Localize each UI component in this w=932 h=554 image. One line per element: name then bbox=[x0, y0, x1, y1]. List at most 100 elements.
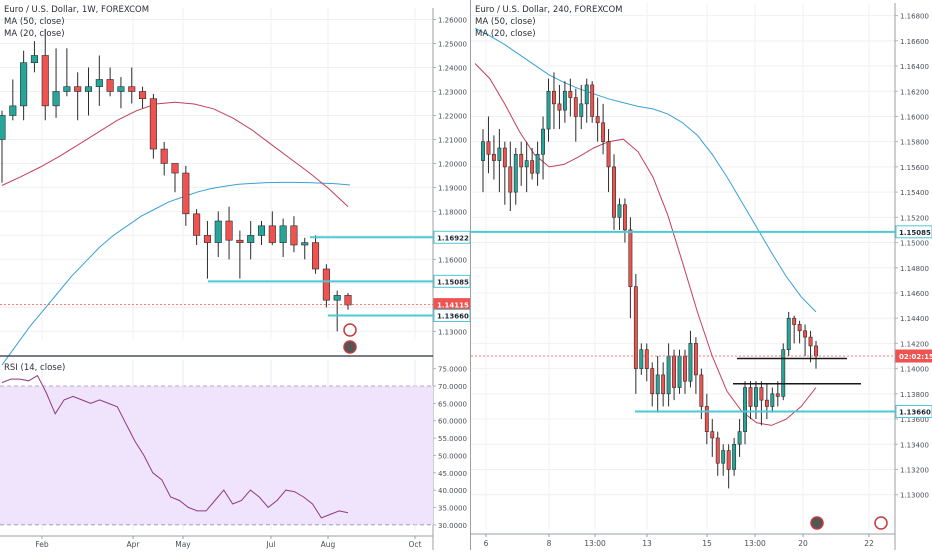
candle-body bbox=[63, 86, 71, 92]
candle-body bbox=[193, 213, 201, 236]
candle bbox=[612, 154, 616, 230]
candle-body bbox=[508, 166, 513, 193]
rsi-y-tick-label: 75.0000 bbox=[438, 366, 467, 374]
left-chart-svg[interactable]: 1.26000 1.25000 1.24000 1.23000 1.22000 1.210… bbox=[0, 0, 471, 550]
candle-body bbox=[754, 387, 758, 407]
y-tick-label: 1.16000 bbox=[900, 113, 929, 121]
y-tick-label: 1.15600 bbox=[900, 164, 929, 172]
x-tick-label: May bbox=[175, 540, 191, 549]
y-tick-label: 1.15000 bbox=[900, 240, 929, 248]
candle-body bbox=[726, 450, 731, 470]
candle bbox=[535, 141, 540, 186]
candle-body bbox=[704, 406, 709, 432]
candle bbox=[579, 84, 584, 130]
candle bbox=[808, 330, 813, 363]
x-tick-label: Feb bbox=[35, 540, 49, 549]
candle bbox=[30, 41, 38, 73]
y-tick-label: 1.14200 bbox=[900, 340, 929, 348]
candle-body bbox=[666, 355, 671, 395]
candle bbox=[279, 218, 287, 257]
candle-body bbox=[579, 103, 584, 117]
candle bbox=[710, 419, 715, 457]
candle-body bbox=[661, 374, 666, 395]
candle bbox=[557, 84, 562, 130]
price-tag-label: 02:02:15 bbox=[899, 353, 932, 361]
candle-body bbox=[268, 225, 276, 243]
y-tick-label: 1.14600 bbox=[900, 290, 929, 298]
candle-body bbox=[792, 317, 797, 325]
candle bbox=[693, 337, 698, 394]
candle bbox=[704, 393, 709, 445]
candle-body bbox=[481, 141, 485, 161]
candle-body bbox=[622, 204, 627, 231]
candle-body bbox=[491, 153, 496, 161]
candle bbox=[803, 324, 808, 357]
ma20-line bbox=[474, 63, 817, 426]
candle bbox=[726, 444, 731, 489]
candle-body bbox=[737, 431, 742, 445]
candle bbox=[617, 198, 622, 230]
candle-body bbox=[573, 97, 578, 117]
candle-body bbox=[568, 90, 573, 98]
candle-body bbox=[693, 343, 698, 376]
x-tick-label: 13 bbox=[642, 539, 652, 548]
candle-body bbox=[814, 345, 818, 357]
candle bbox=[786, 311, 791, 357]
candle bbox=[595, 97, 600, 142]
y-tick-label: 1.16400 bbox=[900, 63, 929, 71]
candle bbox=[601, 103, 606, 155]
candle-body bbox=[748, 387, 753, 407]
candle-body bbox=[214, 220, 222, 243]
candle-body bbox=[743, 387, 747, 432]
right-chart-panel[interactable]: 1.16800 1.16600 1.16400 1.16200 1.16000 1.158… bbox=[471, 0, 932, 550]
candle-body bbox=[279, 225, 287, 243]
x-tick-label: 20 bbox=[798, 539, 808, 548]
candle-body bbox=[52, 91, 60, 107]
y-tick-label: 1.16200 bbox=[900, 88, 929, 96]
candle-body bbox=[333, 295, 341, 301]
y-tick-label: 1.26000 bbox=[438, 17, 467, 25]
candle-body bbox=[721, 450, 726, 464]
y-tick-label: 1.13000 bbox=[438, 328, 467, 336]
candle-body bbox=[95, 79, 103, 87]
panel-divider[interactable] bbox=[470, 0, 471, 550]
candle-body bbox=[595, 116, 600, 124]
candle-body bbox=[803, 330, 808, 338]
candle-body bbox=[225, 220, 233, 241]
candle bbox=[84, 67, 93, 116]
price-tag-label: 1.15085 bbox=[437, 278, 469, 286]
candle bbox=[9, 79, 17, 121]
right-chart-svg[interactable]: 1.16800 1.16600 1.16400 1.16200 1.16000 1.158… bbox=[471, 0, 932, 550]
candle-body bbox=[128, 86, 136, 92]
price-tag-box bbox=[895, 349, 932, 363]
y-tick-label: 1.22000 bbox=[438, 112, 467, 120]
candle bbox=[524, 141, 529, 193]
candle-body bbox=[786, 317, 791, 351]
candle-body bbox=[541, 128, 545, 155]
candle-body bbox=[0, 115, 6, 140]
y-tick-label: 1.23000 bbox=[438, 88, 467, 96]
candle bbox=[606, 129, 611, 193]
y-tick-label: 1.15800 bbox=[900, 139, 929, 147]
candle-body bbox=[552, 90, 556, 105]
y-tick-label: 1.13000 bbox=[900, 492, 929, 500]
candle-body bbox=[344, 295, 352, 306]
candle bbox=[290, 216, 298, 253]
candle bbox=[491, 135, 496, 180]
candle bbox=[203, 221, 211, 279]
rsi-y-tick-label: 30.0000 bbox=[438, 522, 467, 530]
y-tick-label: 1.15200 bbox=[900, 214, 929, 222]
candle bbox=[715, 431, 720, 476]
candle bbox=[214, 211, 222, 257]
candle-body bbox=[715, 437, 720, 464]
candle-body bbox=[139, 91, 147, 99]
candle bbox=[764, 383, 769, 420]
candle-body bbox=[530, 160, 535, 174]
y-tick-label: 1.14000 bbox=[900, 366, 929, 374]
candle bbox=[193, 209, 201, 246]
rsi-y-tick-label: 45.0000 bbox=[438, 470, 467, 478]
candle-body bbox=[20, 62, 28, 107]
candle bbox=[225, 206, 233, 260]
left-chart-panel[interactable]: 1.26000 1.25000 1.24000 1.23000 1.22000 1.210… bbox=[0, 0, 471, 550]
candle bbox=[128, 67, 136, 104]
